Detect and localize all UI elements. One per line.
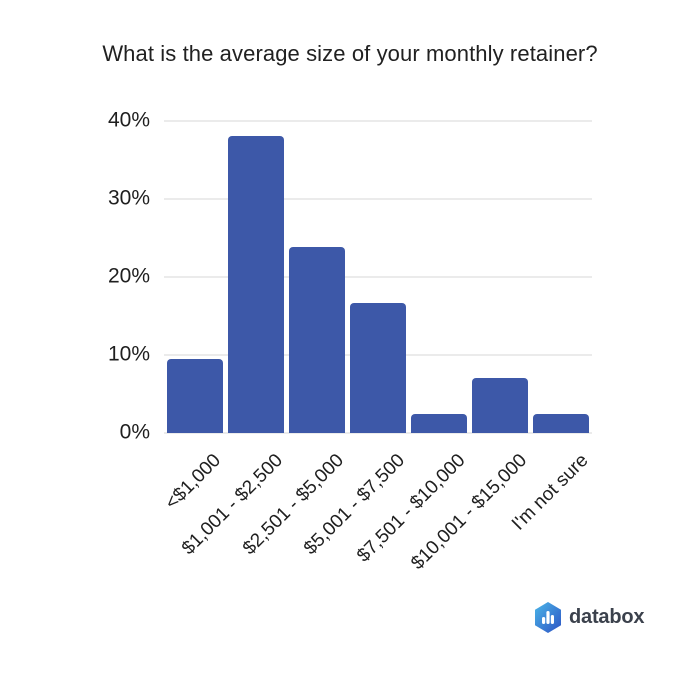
- chart-title: What is the average size of your monthly…: [102, 41, 598, 66]
- gridline: [164, 432, 592, 434]
- x-tick-label: $10,001 - $15,000: [407, 450, 532, 574]
- y-tick-label: 20%: [107, 264, 150, 288]
- bar: [350, 302, 406, 433]
- bar: [533, 414, 590, 433]
- y-tick-label: 40%: [107, 108, 150, 132]
- y-tick-label: 0%: [119, 420, 150, 444]
- x-tick-label: $7,501 - $10,000: [353, 450, 471, 567]
- bar: [472, 377, 529, 433]
- bar: [227, 135, 284, 433]
- bar: [288, 247, 345, 433]
- y-tick-label: 30%: [107, 186, 150, 210]
- databox-logo: databox: [535, 602, 644, 633]
- gridline: [164, 276, 592, 278]
- databox-hexagon-bar-chart-icon: [535, 602, 561, 633]
- databox-wordmark: databox: [569, 606, 645, 628]
- bar: [166, 358, 223, 433]
- bar: [411, 414, 468, 433]
- gridline: [164, 198, 592, 200]
- y-tick-label: 10%: [107, 342, 150, 366]
- gridline: [164, 120, 592, 122]
